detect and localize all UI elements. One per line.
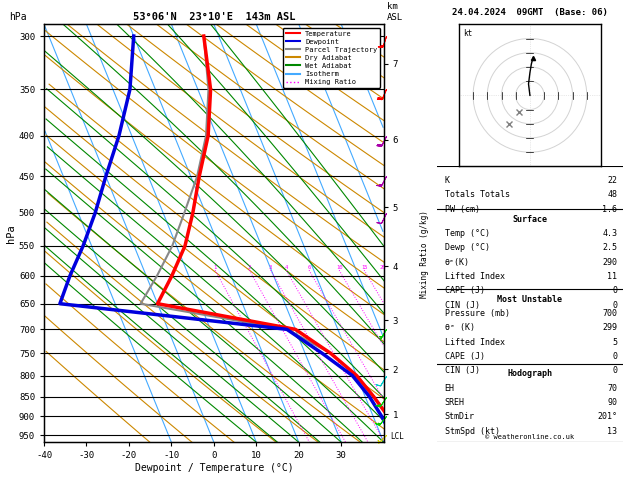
Text: Lifted Index: Lifted Index — [445, 338, 504, 347]
Legend: Temperature, Dewpoint, Parcel Trajectory, Dry Adiabat, Wet Adiabat, Isotherm, Mi: Temperature, Dewpoint, Parcel Trajectory… — [283, 28, 380, 88]
Text: SREH: SREH — [445, 398, 465, 407]
Text: 1.6: 1.6 — [602, 205, 617, 214]
Text: 11: 11 — [607, 272, 617, 281]
Text: 4.3: 4.3 — [602, 229, 617, 238]
Text: 290: 290 — [602, 258, 617, 267]
Text: Dewp (°C): Dewp (°C) — [445, 243, 489, 252]
Text: StmDir: StmDir — [445, 412, 474, 421]
Text: θᵉ(K): θᵉ(K) — [445, 258, 470, 267]
Text: 2: 2 — [248, 265, 251, 270]
Text: Most Unstable: Most Unstable — [498, 295, 562, 304]
Text: 48: 48 — [607, 191, 617, 199]
Text: CIN (J): CIN (J) — [445, 301, 479, 310]
Text: 22: 22 — [607, 176, 617, 185]
Text: θᵉ (K): θᵉ (K) — [445, 323, 474, 332]
Text: PW (cm): PW (cm) — [445, 205, 479, 214]
Text: CAPE (J): CAPE (J) — [445, 352, 484, 361]
Text: 6: 6 — [308, 265, 311, 270]
Text: StmSpd (kt): StmSpd (kt) — [445, 427, 499, 435]
Text: Surface: Surface — [513, 215, 547, 224]
Text: EH: EH — [445, 383, 455, 393]
Text: Lifted Index: Lifted Index — [445, 272, 504, 281]
Text: 53°06'N  23°10'E  143m ASL: 53°06'N 23°10'E 143m ASL — [133, 12, 295, 22]
Text: kt: kt — [463, 29, 472, 37]
Y-axis label: hPa: hPa — [6, 224, 16, 243]
Text: 3: 3 — [269, 265, 272, 270]
Text: 0: 0 — [612, 301, 617, 310]
Text: 5: 5 — [612, 338, 617, 347]
Text: 0: 0 — [612, 286, 617, 295]
X-axis label: Dewpoint / Temperature (°C): Dewpoint / Temperature (°C) — [135, 463, 293, 473]
Text: Hodograph: Hodograph — [508, 369, 552, 378]
Text: Temp (°C): Temp (°C) — [445, 229, 489, 238]
Text: 70: 70 — [607, 383, 617, 393]
Text: 0: 0 — [612, 352, 617, 361]
Text: Totals Totals: Totals Totals — [445, 191, 509, 199]
Text: km
ASL: km ASL — [387, 2, 403, 22]
Text: 201°: 201° — [597, 412, 617, 421]
Text: hPa: hPa — [9, 12, 27, 22]
Text: Mixing Ratio (g/kg): Mixing Ratio (g/kg) — [420, 210, 429, 298]
Text: 24.04.2024  09GMT  (Base: 06): 24.04.2024 09GMT (Base: 06) — [452, 8, 608, 17]
Text: 700: 700 — [602, 309, 617, 318]
Text: © weatheronline.co.uk: © weatheronline.co.uk — [486, 434, 574, 439]
Text: 15: 15 — [361, 265, 367, 270]
Text: 1: 1 — [213, 265, 217, 270]
Text: 0: 0 — [612, 366, 617, 375]
Text: LCL: LCL — [391, 432, 404, 441]
Text: 2.5: 2.5 — [602, 243, 617, 252]
Text: 20: 20 — [379, 265, 386, 270]
Text: 10: 10 — [336, 265, 342, 270]
Text: Pressure (mb): Pressure (mb) — [445, 309, 509, 318]
Text: K: K — [445, 176, 450, 185]
Text: 13: 13 — [607, 427, 617, 435]
Text: 90: 90 — [607, 398, 617, 407]
Text: CAPE (J): CAPE (J) — [445, 286, 484, 295]
Text: 299: 299 — [602, 323, 617, 332]
Text: 4: 4 — [284, 265, 288, 270]
Text: CIN (J): CIN (J) — [445, 366, 479, 375]
